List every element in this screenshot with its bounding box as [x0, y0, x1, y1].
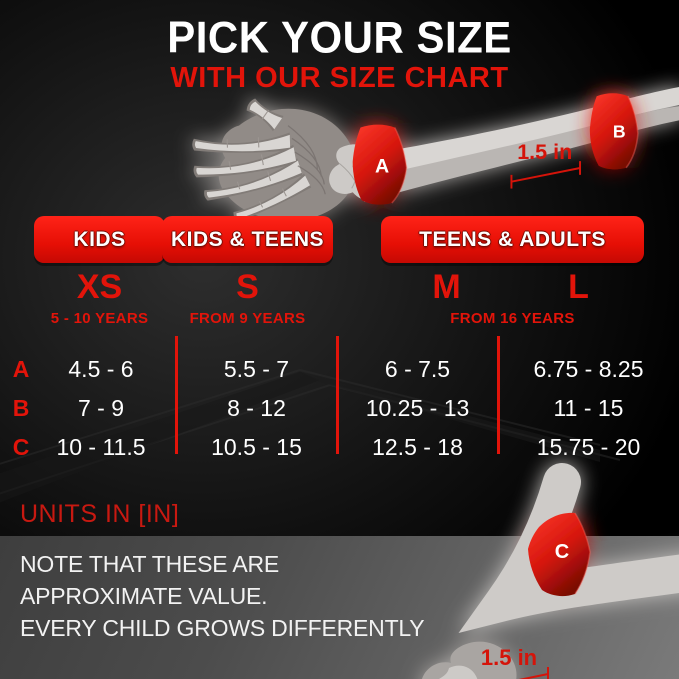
svg-text:C: C [555, 541, 569, 563]
svg-text:1.5 in: 1.5 in [481, 645, 537, 670]
